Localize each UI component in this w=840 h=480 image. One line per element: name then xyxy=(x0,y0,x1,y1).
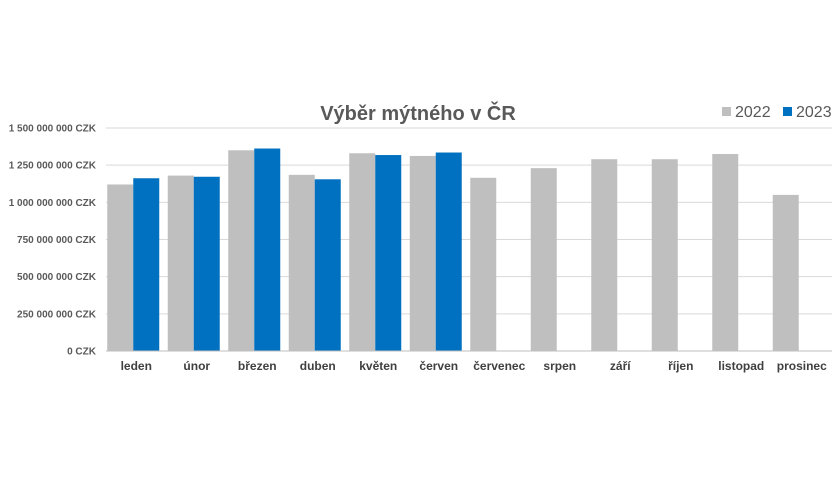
bar-2022-listopad xyxy=(712,154,739,351)
x-tick-label: srpen xyxy=(543,359,576,373)
legend-swatch-2023 xyxy=(783,107,792,116)
legend-swatch-2022 xyxy=(722,107,731,116)
x-axis-tick-labels: leden únor březen duben květen červen červenec… xyxy=(121,359,828,373)
y-tick-label: 250 000 000 CZK xyxy=(17,309,97,320)
y-tick-label: 0 CZK xyxy=(67,347,97,358)
x-tick-label: červen xyxy=(419,359,458,373)
y-tick-label: 1 000 000 000 CZK xyxy=(9,198,97,209)
y-axis-tick-labels: 0 CZK 250 000 000 CZK 500 000 000 CZK 750 0… xyxy=(9,124,97,358)
bar-2022-leden xyxy=(107,184,134,351)
y-tick-label: 500 000 000 CZK xyxy=(17,272,97,283)
x-tick-label: březen xyxy=(238,359,277,373)
y-tick-label: 1 500 000 000 CZK xyxy=(9,124,97,135)
bars xyxy=(107,148,799,351)
legend-label-2023: 2023 xyxy=(796,104,832,121)
bar-2023-únor xyxy=(193,176,220,351)
x-tick-label: říjen xyxy=(668,359,693,373)
bar-2022-květen xyxy=(349,153,376,351)
x-tick-label: prosinec xyxy=(777,359,827,373)
bar-2023-březen xyxy=(254,148,281,351)
bar-2023-duben xyxy=(314,179,341,351)
y-tick-label: 750 000 000 CZK xyxy=(17,235,97,246)
x-tick-label: květen xyxy=(359,359,397,373)
bar-2023-leden xyxy=(133,178,160,351)
chart-title: Výběr mýtného v ČR xyxy=(320,101,516,125)
legend-label-2022: 2022 xyxy=(735,104,771,121)
bar-2022-prosinec xyxy=(772,194,799,351)
bar-2022-říjen xyxy=(651,159,678,351)
x-tick-label: červenec xyxy=(473,359,525,373)
x-tick-label: listopad xyxy=(718,359,764,373)
bar-2022-září xyxy=(591,159,618,351)
bar-2022-únor xyxy=(167,175,194,351)
legend: 2022 2023 xyxy=(722,104,832,121)
x-tick-label: leden xyxy=(121,359,152,373)
bar-2022-červenec xyxy=(470,177,497,351)
gridlines xyxy=(106,127,832,315)
bar-2023-květen xyxy=(375,155,402,351)
bar-2022-srpen xyxy=(530,168,557,351)
x-tick-label: duben xyxy=(300,359,336,373)
x-tick-label: únor xyxy=(183,359,210,373)
x-tick-label: září xyxy=(610,359,631,373)
bar-2022-březen xyxy=(228,150,255,351)
bar-2022-duben xyxy=(288,174,315,351)
y-tick-label: 1 250 000 000 CZK xyxy=(9,161,97,172)
bar-2023-červen xyxy=(435,152,462,351)
bar-2022-červen xyxy=(409,155,436,351)
